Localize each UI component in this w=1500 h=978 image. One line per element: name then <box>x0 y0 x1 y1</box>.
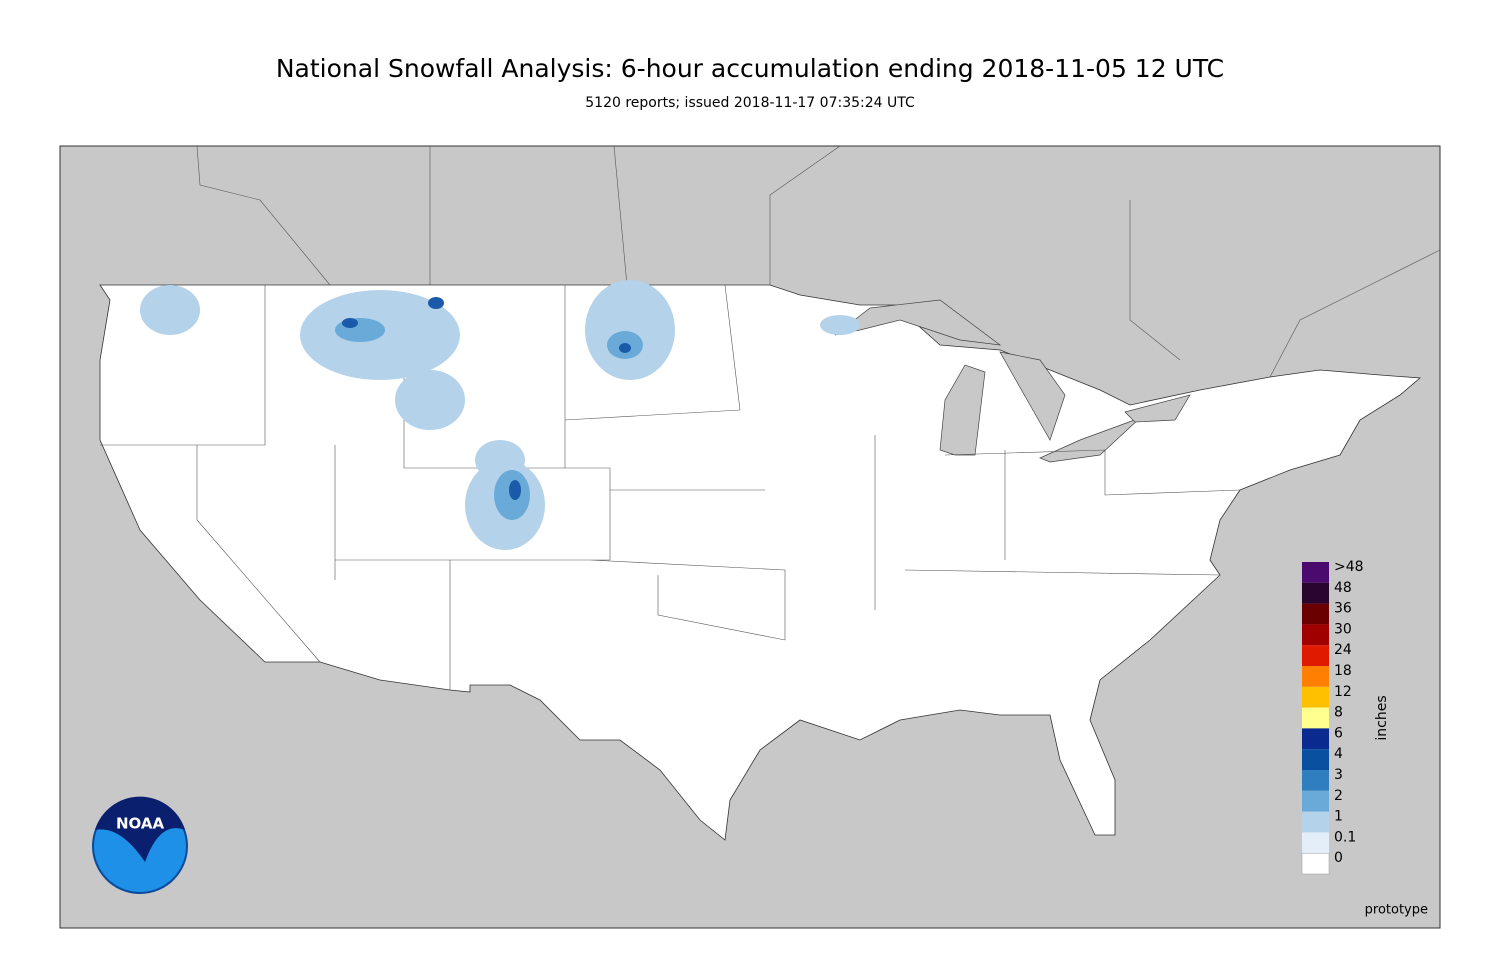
legend-swatch <box>1302 686 1329 708</box>
legend-label: 24 <box>1334 642 1352 658</box>
legend-label: 3 <box>1334 767 1343 783</box>
snow-area <box>428 297 444 309</box>
legend-swatch <box>1302 562 1329 583</box>
snow-area <box>820 315 860 335</box>
snowfall <box>140 280 860 550</box>
legend-label: 1 <box>1334 809 1343 825</box>
prototype-note: prototype <box>1365 903 1428 918</box>
legend-swatch <box>1302 707 1329 729</box>
legend-swatch <box>1302 582 1329 604</box>
legend-swatch <box>1302 645 1329 666</box>
legend-label: 48 <box>1334 580 1352 596</box>
legend-label: 0 <box>1334 850 1343 866</box>
noaa-logo: NOAA <box>92 796 188 894</box>
legend-swatch <box>1302 666 1329 687</box>
legend-swatch <box>1302 790 1329 812</box>
legend-swatch <box>1302 770 1329 791</box>
legend-label: 18 <box>1334 663 1352 679</box>
lake-huron <box>999 351 1066 441</box>
snow-area <box>509 480 521 500</box>
logo-top <box>95 796 185 862</box>
snow-area <box>619 343 631 353</box>
snow-area <box>585 280 675 380</box>
legend-swatch <box>1301 852 1330 875</box>
legend-label: 12 <box>1334 684 1352 700</box>
lake-ontario <box>1124 394 1191 423</box>
lake-michigan <box>939 364 986 456</box>
legend-label: >48 <box>1334 559 1364 575</box>
legend-swatch <box>1302 624 1329 646</box>
legend-label: 30 <box>1334 621 1352 637</box>
logo-text: NOAA <box>116 815 165 833</box>
legend-swatch <box>1302 832 1329 854</box>
title: National Snowfall Analysis: 6-hour accum… <box>276 54 1224 83</box>
legend-swatch <box>1302 749 1329 770</box>
snow-area <box>140 285 200 335</box>
canada-lines <box>196 145 1441 378</box>
subtitle: 5120 reports; issued 2018-11-17 07:35:24… <box>585 95 915 111</box>
borders <box>196 145 1441 378</box>
snow-area <box>342 318 358 328</box>
legend-swatch <box>1302 728 1329 750</box>
legend-title: inches <box>1374 695 1390 740</box>
legend-label: 36 <box>1334 601 1352 617</box>
snow-area <box>395 370 465 430</box>
legend-swatch <box>1302 811 1329 833</box>
legend-swatch <box>1302 603 1329 625</box>
legend-label: 6 <box>1334 725 1343 741</box>
legend-label: 2 <box>1334 788 1343 804</box>
lake-superior <box>834 299 1002 346</box>
legend-label: 4 <box>1334 746 1343 762</box>
legend-label: 0.1 <box>1334 829 1356 845</box>
legend-label: 8 <box>1334 705 1343 721</box>
